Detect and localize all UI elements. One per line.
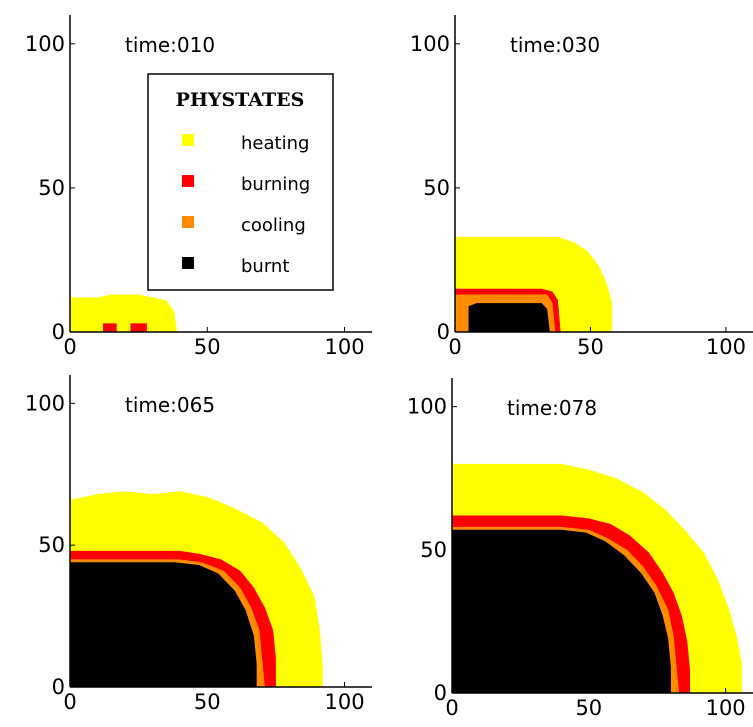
x-tick-label: 100 xyxy=(324,335,364,359)
y-tick-label: 50 xyxy=(38,533,65,557)
legend-label-heating: heating xyxy=(241,133,309,154)
panel-title: time:030 xyxy=(510,33,600,57)
x-tick-label: 0 xyxy=(445,696,458,720)
region-burnt xyxy=(452,529,671,693)
y-tick-label: 50 xyxy=(420,538,447,562)
y-tick-label: 0 xyxy=(52,320,65,344)
x-tick-label: 50 xyxy=(194,335,221,359)
x-tick-label: 0 xyxy=(448,335,461,359)
region-burnt xyxy=(455,303,550,332)
y-tick-label: 50 xyxy=(38,176,65,200)
region-burning xyxy=(102,323,117,332)
legend: PHYSTATES heating burning cooling burnt xyxy=(147,73,334,291)
plot-area xyxy=(70,294,178,332)
legend-label-cooling: cooling xyxy=(241,215,306,236)
legend-box xyxy=(147,73,334,291)
legend-swatch-heating xyxy=(182,134,194,146)
x-tick-label: 50 xyxy=(194,690,221,714)
region-burning xyxy=(130,323,147,332)
y-tick-label: 0 xyxy=(437,320,450,344)
panel-title: time:065 xyxy=(125,393,215,417)
legend-swatch-burning xyxy=(182,175,194,187)
y-tick-label: 0 xyxy=(52,675,65,699)
region-heating xyxy=(70,294,178,332)
x-tick-label: 0 xyxy=(63,690,76,714)
y-tick-label: 0 xyxy=(434,681,447,705)
panel-title: time:078 xyxy=(507,396,597,420)
x-tick-label: 50 xyxy=(577,335,604,359)
y-tick-label: 50 xyxy=(423,176,450,200)
plot-area xyxy=(455,236,613,332)
x-tick-label: 100 xyxy=(706,335,746,359)
legend-label-burnt: burnt xyxy=(241,256,289,277)
legend-swatch-cooling xyxy=(182,216,194,228)
x-tick-label: 100 xyxy=(324,690,364,714)
panel-title: time:010 xyxy=(125,33,215,57)
panel-4: 0 50 100 0 50 100 time:078 xyxy=(407,378,753,720)
legend-title: PHYSTATES xyxy=(176,89,305,111)
x-tick-label: 100 xyxy=(706,696,746,720)
panel-2: 0 50 100 0 50 100 time:030 xyxy=(410,15,753,359)
plot-area xyxy=(70,491,323,687)
x-tick-label: 50 xyxy=(575,696,602,720)
region-burnt xyxy=(70,562,257,687)
y-tick-label: 100 xyxy=(407,395,447,419)
legend-label-burning: burning xyxy=(241,174,310,195)
panel-1: 0 50 100 0 50 100 time:010 xyxy=(25,15,372,359)
plot-area xyxy=(452,463,743,693)
y-tick-label: 100 xyxy=(25,391,65,415)
legend-swatch-burnt xyxy=(182,257,194,269)
y-tick-label: 100 xyxy=(25,32,65,56)
panel-3: 0 50 100 0 50 100 time:065 xyxy=(25,375,372,714)
x-tick-label: 0 xyxy=(63,335,76,359)
y-tick-label: 100 xyxy=(410,32,450,56)
